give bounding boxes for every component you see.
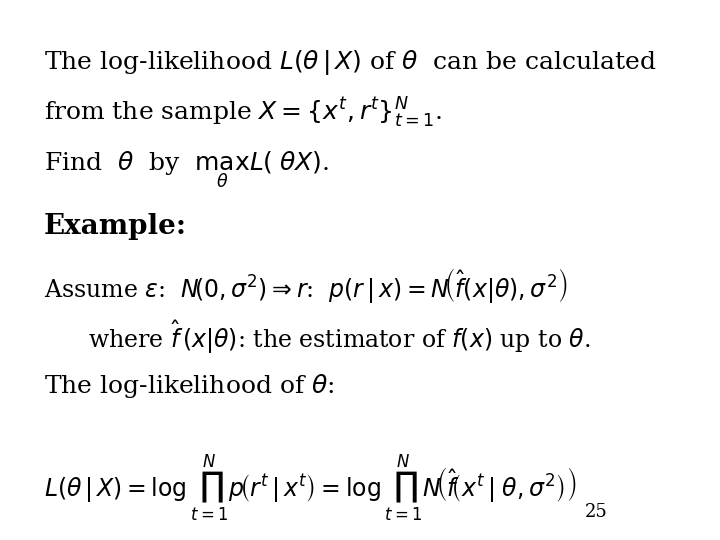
Text: where $\hat{f}\,(x|\theta)$: the estimator of $f(x)$ up to $\theta$.: where $\hat{f}\,(x|\theta)$: the estimat… [88,319,590,356]
Text: Example:: Example: [44,213,187,240]
Text: The log-likelihood $L(\theta\,|\,X)$ of $\theta$  can be calculated: The log-likelihood $L(\theta\,|\,X)$ of … [44,48,657,77]
Text: from the sample $X = \{x^t, r^t\}_{t=1}^{N}$.: from the sample $X = \{x^t, r^t\}_{t=1}^… [44,96,442,130]
Text: 25: 25 [585,503,608,521]
Text: Find  $\theta$  by  $\max_{\theta} L(\;\theta X)$.: Find $\theta$ by $\max_{\theta} L(\;\the… [44,149,329,190]
Text: The log-likelihood of $\theta$:: The log-likelihood of $\theta$: [44,372,334,400]
Text: $L(\theta\,|\,X) = \log \prod_{t=1}^{N} p\!\left(r^t\,|\,x^t\right) = \log \prod: $L(\theta\,|\,X) = \log \prod_{t=1}^{N} … [44,452,576,523]
Text: Assume $\varepsilon$:  $N\!\left(0, \sigma^2\right) \Rightarrow r$:  $p(r\,|\,x): Assume $\varepsilon$: $N\!\left(0, \sigm… [44,266,567,305]
